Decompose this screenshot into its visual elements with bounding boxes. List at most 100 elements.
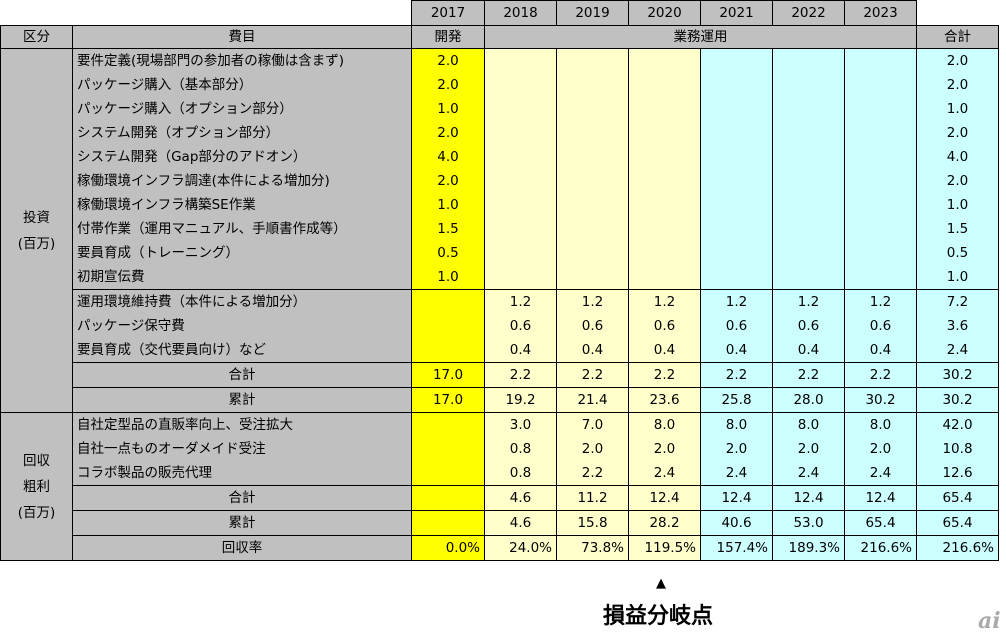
table-row: 稼働環境インフラ構築SE作業 1.0 1.0 (1, 193, 999, 217)
value-cell (700, 48, 773, 73)
blank (72, 0, 412, 26)
value-cell (844, 265, 917, 290)
value-cell: 0.0% (411, 535, 485, 561)
recovery-rate-row: 回収率 0.0% 24.0% 73.8% 119.5% 157.4% 189.3% 216.6… (1, 535, 999, 561)
value-cell: 3.0 (484, 412, 557, 437)
value-cell: 119.5% (628, 535, 701, 561)
value-cell: 2.2 (484, 362, 557, 388)
total-cell: 7.2 (916, 289, 999, 314)
value-cell: 21.4 (556, 387, 629, 413)
row-label: 累計 (72, 510, 412, 536)
value-cell (844, 241, 917, 265)
year-row: 2017 2018 2019 2020 2021 2022 2023 (0, 0, 999, 26)
total-cell: 2.0 (916, 73, 999, 97)
category-label: 投資 (23, 209, 50, 226)
row-label: 運用環境維持費（本件による増加分） (72, 289, 412, 314)
value-cell: 12.4 (772, 485, 845, 511)
table-row: 稼働環境インフラ調達(本件による増加分) 2.0 2.0 (1, 169, 999, 193)
value-cell (772, 145, 845, 169)
value-cell: 1.0 (411, 97, 485, 121)
year-header: 2022 (772, 0, 845, 26)
table-row: システム開発（オプション部分） 2.0 2.0 (1, 121, 999, 145)
table-row: 要員育成（交代要員向け）など 0.4 0.4 0.4 0.4 0.4 0.4 2.4 (1, 338, 999, 363)
total-cell: 2.0 (916, 48, 999, 73)
value-cell (484, 217, 557, 241)
value-cell (411, 412, 485, 437)
row-label: パッケージ保守費 (72, 314, 412, 338)
value-cell: 1.0 (411, 265, 485, 290)
value-cell: 8.0 (628, 412, 701, 437)
value-cell: 0.4 (484, 338, 557, 363)
value-cell: 1.0 (411, 193, 485, 217)
value-cell (844, 97, 917, 121)
row-label: パッケージ購入（基本部分） (72, 73, 412, 97)
logo: ai (978, 608, 1001, 634)
subtotal-row: 合計 17.0 2.2 2.2 2.2 2.2 2.2 2.2 30.2 (1, 362, 999, 388)
table-row: 要員育成（トレーニング） 0.5 0.5 (1, 241, 999, 265)
item-header: 費目 (72, 25, 412, 49)
value-cell (628, 241, 701, 265)
category-cell: 投資 (百万) (0, 48, 73, 413)
breakeven-label: 損益分岐点 (603, 604, 714, 629)
total-cell: 30.2 (916, 362, 999, 388)
value-cell (772, 193, 845, 217)
total-cell: 1.0 (916, 265, 999, 290)
value-cell: 189.3% (772, 535, 845, 561)
cost-recovery-table: 2017 2018 2019 2020 2021 2022 2023 区分 費目 開発 業務運用 合計… (0, 0, 999, 561)
row-label: 自社一点ものオーダメイド受注 (72, 437, 412, 461)
value-cell: 2.2 (700, 362, 773, 388)
value-cell (556, 193, 629, 217)
value-cell (556, 48, 629, 73)
value-cell (700, 217, 773, 241)
total-cell: 2.4 (916, 338, 999, 363)
value-cell: 2.2 (844, 362, 917, 388)
value-cell (411, 314, 485, 338)
value-cell: 216.6% (844, 535, 917, 561)
value-cell (484, 73, 557, 97)
category-label: 粗利 (23, 478, 50, 495)
value-cell (556, 73, 629, 97)
row-label: 要件定義(現場部門の参加者の稼働は含まず) (72, 48, 412, 73)
table-row: 投資 (百万) 要件定義(現場部門の参加者の稼働は含まず) 2.0 2.0 (0, 48, 999, 413)
value-cell: 2.2 (556, 362, 629, 388)
cumulative-row: 累計 17.0 19.2 21.4 23.6 25.8 28.0 30.2 30.2 (1, 387, 999, 413)
table-row: 運用環境維持費（本件による増加分） 1.2 1.2 1.2 1.2 1.2 1.2 7.2 (1, 289, 999, 314)
value-cell (628, 48, 701, 73)
value-cell: 23.6 (628, 387, 701, 413)
table-row: 付帯作業（運用マニュアル、手順書作成等） 1.5 1.5 (1, 217, 999, 241)
row-label: システム開発（オプション部分） (72, 121, 412, 145)
value-cell: 0.6 (484, 314, 557, 338)
value-cell: 2.2 (628, 362, 701, 388)
value-cell: 2.0 (700, 437, 773, 461)
year-header: 2023 (844, 0, 917, 26)
value-cell (628, 217, 701, 241)
value-cell: 2.0 (844, 437, 917, 461)
total-cell: 1.0 (916, 193, 999, 217)
total-cell: 2.0 (916, 169, 999, 193)
row-label: 回収率 (72, 535, 412, 561)
value-cell (628, 73, 701, 97)
value-cell (844, 48, 917, 73)
table-row: 自社一点ものオーダメイド受注 0.8 2.0 2.0 2.0 2.0 2.0 10.8 (1, 437, 999, 461)
total-cell: 216.6% (916, 535, 999, 561)
total-cell: 10.8 (916, 437, 999, 461)
value-cell: 12.4 (628, 485, 701, 511)
table-row: パッケージ購入（基本部分） 2.0 2.0 (1, 73, 999, 97)
dev-phase-header: 開発 (411, 25, 485, 49)
table-row: パッケージ保守費 0.6 0.6 0.6 0.6 0.6 0.6 3.6 (1, 314, 999, 338)
value-cell: 28.0 (772, 387, 845, 413)
value-cell: 0.4 (556, 338, 629, 363)
row-label: 初期宣伝費 (72, 265, 412, 290)
value-cell (772, 48, 845, 73)
value-cell (844, 169, 917, 193)
value-cell (700, 169, 773, 193)
category-label: 回収 (23, 452, 50, 469)
value-cell (772, 73, 845, 97)
table-row: コラボ製品の販売代理 0.8 2.2 2.4 2.4 2.4 2.4 12.6 (1, 461, 999, 486)
cumulative-row: 累計 4.6 15.8 28.2 40.6 53.0 65.4 65.4 (1, 510, 999, 536)
value-cell (411, 510, 485, 536)
row-label: 稼働環境インフラ構築SE作業 (72, 193, 412, 217)
value-cell (484, 241, 557, 265)
value-cell: 7.0 (556, 412, 629, 437)
value-cell (772, 121, 845, 145)
